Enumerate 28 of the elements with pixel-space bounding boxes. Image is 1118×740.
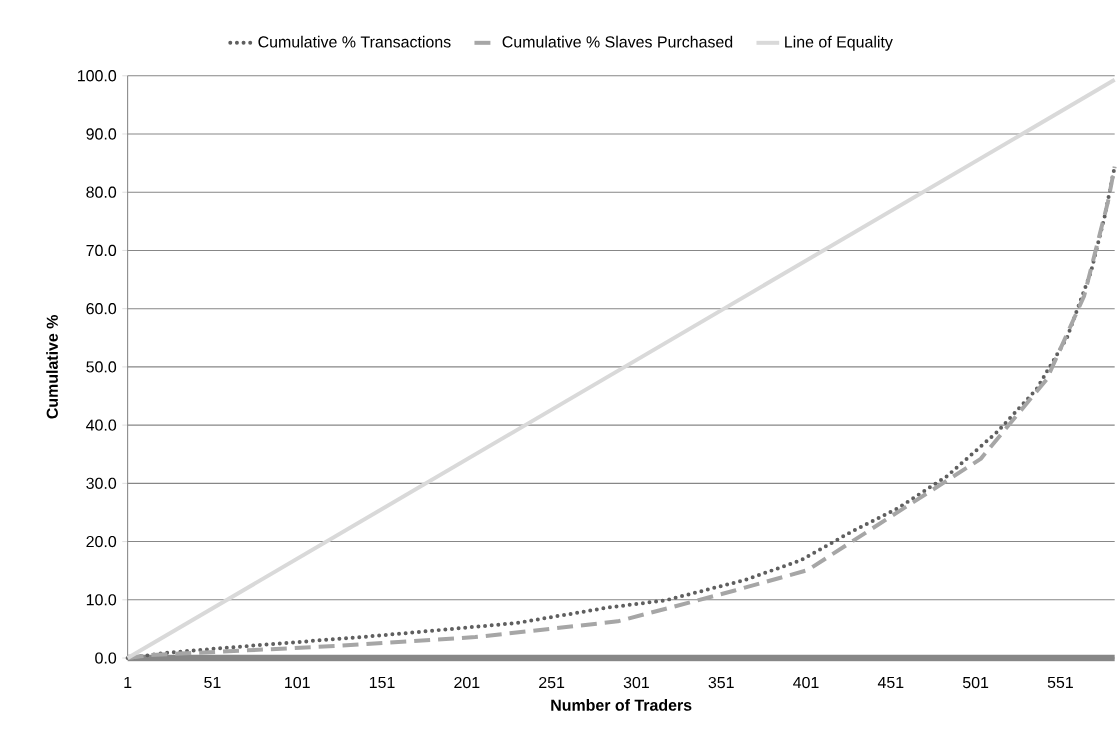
x-tick-label: 101 <box>285 677 310 689</box>
y-tick-label: 100.0 <box>78 70 117 82</box>
y-tick-label: 50.0 <box>86 361 117 373</box>
x-tick-label: 251 <box>539 677 565 689</box>
legend-label: Line of Equality <box>785 35 893 51</box>
x-tick-label: 51 <box>204 677 221 689</box>
y-tick-label: 90.0 <box>86 128 117 140</box>
x-tick-label: 401 <box>793 677 819 689</box>
x-tick-label: 151 <box>369 677 395 689</box>
x-tick-label: 451 <box>877 677 904 689</box>
x-axis-title: Number of Traders <box>551 699 692 711</box>
x-tick-label: 301 <box>623 677 649 689</box>
y-tick-label: 80.0 <box>86 186 117 198</box>
legend-label: Cumulative % Transactions <box>258 35 451 48</box>
legend-label: Cumulative % Slaves Purchased <box>502 35 733 48</box>
y-axis-title: Cumulative % <box>46 315 58 419</box>
y-tick-label: 20.0 <box>86 536 117 548</box>
x-tick-label: 1 <box>124 677 132 688</box>
x-tick-label: 551 <box>1047 677 1073 689</box>
y-tick-label: 40.0 <box>86 419 117 431</box>
y-tick-label: 10.0 <box>86 594 117 606</box>
y-tick-label: 0.0 <box>95 652 117 664</box>
y-tick-label: 70.0 <box>86 244 117 257</box>
y-tick-label: 30.0 <box>86 477 117 490</box>
x-tick-label: 501 <box>962 677 989 689</box>
y-tick-label: 60.0 <box>86 303 117 315</box>
x-tick-label: 351 <box>708 677 734 689</box>
x-tick-label: 201 <box>454 677 480 689</box>
